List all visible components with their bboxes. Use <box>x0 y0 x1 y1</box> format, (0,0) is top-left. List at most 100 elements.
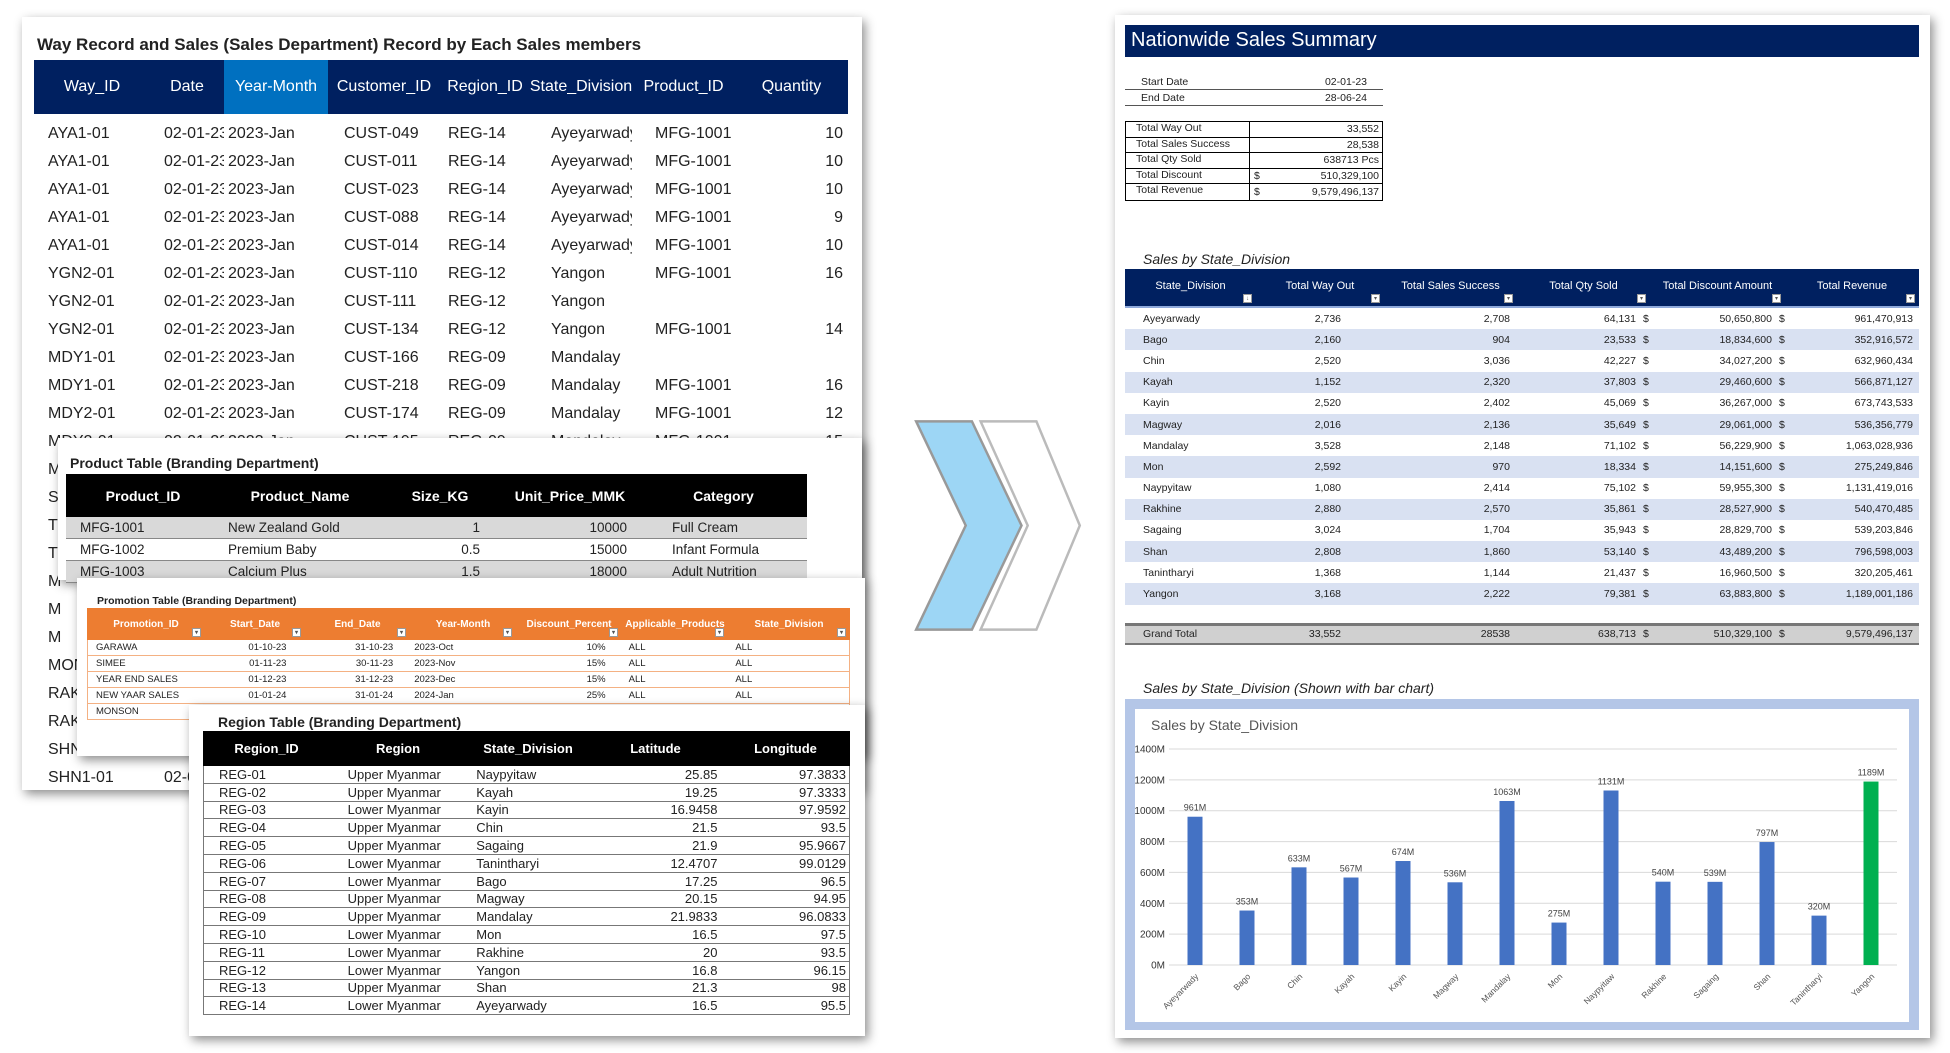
column-header[interactable]: Unit_Price_MMK <box>500 474 640 517</box>
filter-dropdown-icon[interactable]: ▾ <box>1504 294 1513 303</box>
filter-dropdown-icon[interactable]: ▾ <box>609 628 618 637</box>
filter-dropdown-icon[interactable]: ▾ <box>1637 294 1646 303</box>
column-header[interactable]: Product_ID <box>66 474 220 517</box>
column-header-label: Total Revenue <box>1816 279 1888 292</box>
table-cell: 970 <box>1492 460 1510 473</box>
column-header[interactable]: Date <box>150 60 224 114</box>
table-header: Promotion_ID ▾ Start_Date ▾ End_Date ▾ Year-Mo… <box>87 608 850 640</box>
column-header[interactable]: Product_Name <box>220 474 380 517</box>
column-header-label: State_Division <box>530 78 632 95</box>
table-cell: 20 <box>702 944 718 960</box>
table-cell: Infant Formula <box>672 542 760 557</box>
column-header[interactable]: Customer_ID <box>328 60 440 114</box>
table-cell: Calcium Plus <box>228 564 307 579</box>
table-cell: MFG-1001 <box>655 181 732 198</box>
filter-dropdown-icon[interactable]: ▾ <box>192 628 201 637</box>
filter-dropdown-icon[interactable]: ▾ <box>715 628 724 637</box>
data-label: 1189M <box>1858 768 1885 778</box>
column-header[interactable]: Way_ID <box>34 60 150 114</box>
bar-magway <box>1447 882 1463 965</box>
column-header[interactable]: Total Discount Amount ▾ <box>1650 269 1785 306</box>
table-cell: Ayeyarwady <box>551 181 632 198</box>
column-header[interactable]: Discount_Percent ▾ <box>516 608 622 640</box>
column-header[interactable]: Applicable_Products ▾ <box>622 608 728 640</box>
table-cell: Rakhine <box>476 944 524 960</box>
table-cell: REG-12 <box>448 293 506 310</box>
column-header[interactable]: Size_KG <box>380 474 500 517</box>
table-cell: 320,205,461 <box>1854 566 1913 579</box>
table-cell: 02-01-23 <box>164 237 224 254</box>
column-header[interactable]: State_Division <box>530 60 632 114</box>
filter-dropdown-icon[interactable]: ▾ <box>1371 294 1380 303</box>
column-header-label: Region <box>375 741 421 756</box>
column-header-label: Year-Month <box>234 78 318 95</box>
table-cell: CUST-011 <box>344 153 418 170</box>
column-header[interactable]: End_Date ▾ <box>305 608 410 640</box>
column-header[interactable]: State_Division ↓ <box>1125 269 1256 306</box>
column-header[interactable]: Total Revenue ▾ <box>1785 269 1919 306</box>
column-header[interactable]: Region_ID <box>203 731 330 766</box>
table-cell: 2023-Jan <box>228 293 295 310</box>
table-cell: CUST-014 <box>344 237 419 254</box>
table-cell: Upper Myanmar <box>347 980 441 996</box>
column-header[interactable]: Quantity <box>735 60 848 114</box>
column-header[interactable]: Year-Month <box>224 60 328 114</box>
date-value: 28-06-24 <box>1324 91 1367 104</box>
table-row: Shan 2,808 1,860 53,140 $43,489,200 $796,598,… <box>1125 541 1919 563</box>
filter-dropdown-icon[interactable]: ▾ <box>837 628 846 637</box>
table-row: GARAWA 01-10-23 31-10-23 2023-Oct 10% ALL ALL <box>87 640 850 656</box>
data-label: 567M <box>1340 864 1363 874</box>
filter-dropdown-icon[interactable]: ▾ <box>503 628 512 637</box>
total-label: Total Revenue <box>1126 184 1250 200</box>
table-cell: 95.5 <box>820 998 847 1014</box>
table-cell: 02-01-23 <box>164 265 224 282</box>
table-cell: 01-11-23 <box>249 658 287 669</box>
table-cell: REG-09 <box>448 377 506 394</box>
table-cell: Premium Baby <box>228 542 317 557</box>
table-cell: 1,063,028,936 <box>1845 439 1913 452</box>
filter-dropdown-icon[interactable]: ▾ <box>1906 294 1915 303</box>
total-label: Total Qty Sold <box>1126 153 1250 168</box>
y-tick-label: 400M <box>1140 899 1165 910</box>
filter-dropdown-icon[interactable]: ▾ <box>292 628 301 637</box>
column-header[interactable]: State_Division ▾ <box>728 608 850 640</box>
table-cell: $ <box>1779 333 1785 346</box>
table-cell: 16 <box>825 265 843 282</box>
column-header[interactable]: Region_ID <box>440 60 530 114</box>
column-header[interactable]: State_Division <box>466 731 590 766</box>
column-header[interactable]: Start_Date ▾ <box>205 608 305 640</box>
column-header[interactable]: Longitude <box>721 731 850 766</box>
column-header[interactable]: Total Sales Success ▾ <box>1384 269 1517 306</box>
table-cell: 96.5 <box>820 873 847 889</box>
table-cell: MONSON <box>96 706 139 717</box>
table-cell: 3,036 <box>1483 354 1510 367</box>
table-cell: Naypyitaw <box>476 766 537 782</box>
column-header[interactable]: Product_ID <box>632 60 735 114</box>
table-cell: 02-01-23 <box>164 293 224 310</box>
table-cell: CUST-174 <box>344 405 419 422</box>
column-header[interactable]: Year-Month ▾ <box>410 608 516 640</box>
column-header[interactable]: Region <box>330 731 466 766</box>
table-row: MFG-1002 Premium Baby 0.5 15000 Infant Formu… <box>66 539 807 561</box>
filter-dropdown-icon[interactable]: ▾ <box>397 628 406 637</box>
table-row: Kayin 2,520 2,402 45,069 $36,267,000 $673,743… <box>1125 393 1919 414</box>
column-header[interactable]: Category <box>640 474 807 517</box>
table-cell: Upper Myanmar <box>347 820 441 836</box>
table-cell: 904 <box>1492 333 1510 346</box>
column-header[interactable]: Total Qty Sold ▾ <box>1517 269 1650 306</box>
column-header[interactable]: Total Way Out ▾ <box>1256 269 1384 306</box>
filter-dropdown-icon[interactable]: ↓ <box>1243 294 1252 303</box>
column-header[interactable]: Promotion_ID ▾ <box>87 608 205 640</box>
table-row: Naypyitaw 1,080 2,414 75,102 $59,955,300 $1,1… <box>1125 478 1919 499</box>
table-row-partial: SHN1-01 02-0 <box>34 764 848 792</box>
bar-chin <box>1291 867 1307 965</box>
table-cell: Yangon <box>551 293 605 310</box>
bar-mon <box>1551 922 1567 965</box>
region-table-title: Region Table (Branding Department) <box>218 714 462 730</box>
data-label: 275M <box>1548 909 1571 919</box>
column-header[interactable]: Latitude <box>590 731 721 766</box>
table-row: Yangon 3,168 2,222 79,381 $63,883,800 $1,189,… <box>1125 583 1919 605</box>
filter-dropdown-icon[interactable]: ▾ <box>1772 294 1781 303</box>
table-row: Mandalay 3,528 2,148 71,102 $56,229,900 $1,06… <box>1125 435 1919 456</box>
table-cell: 99.0129 <box>799 855 847 871</box>
